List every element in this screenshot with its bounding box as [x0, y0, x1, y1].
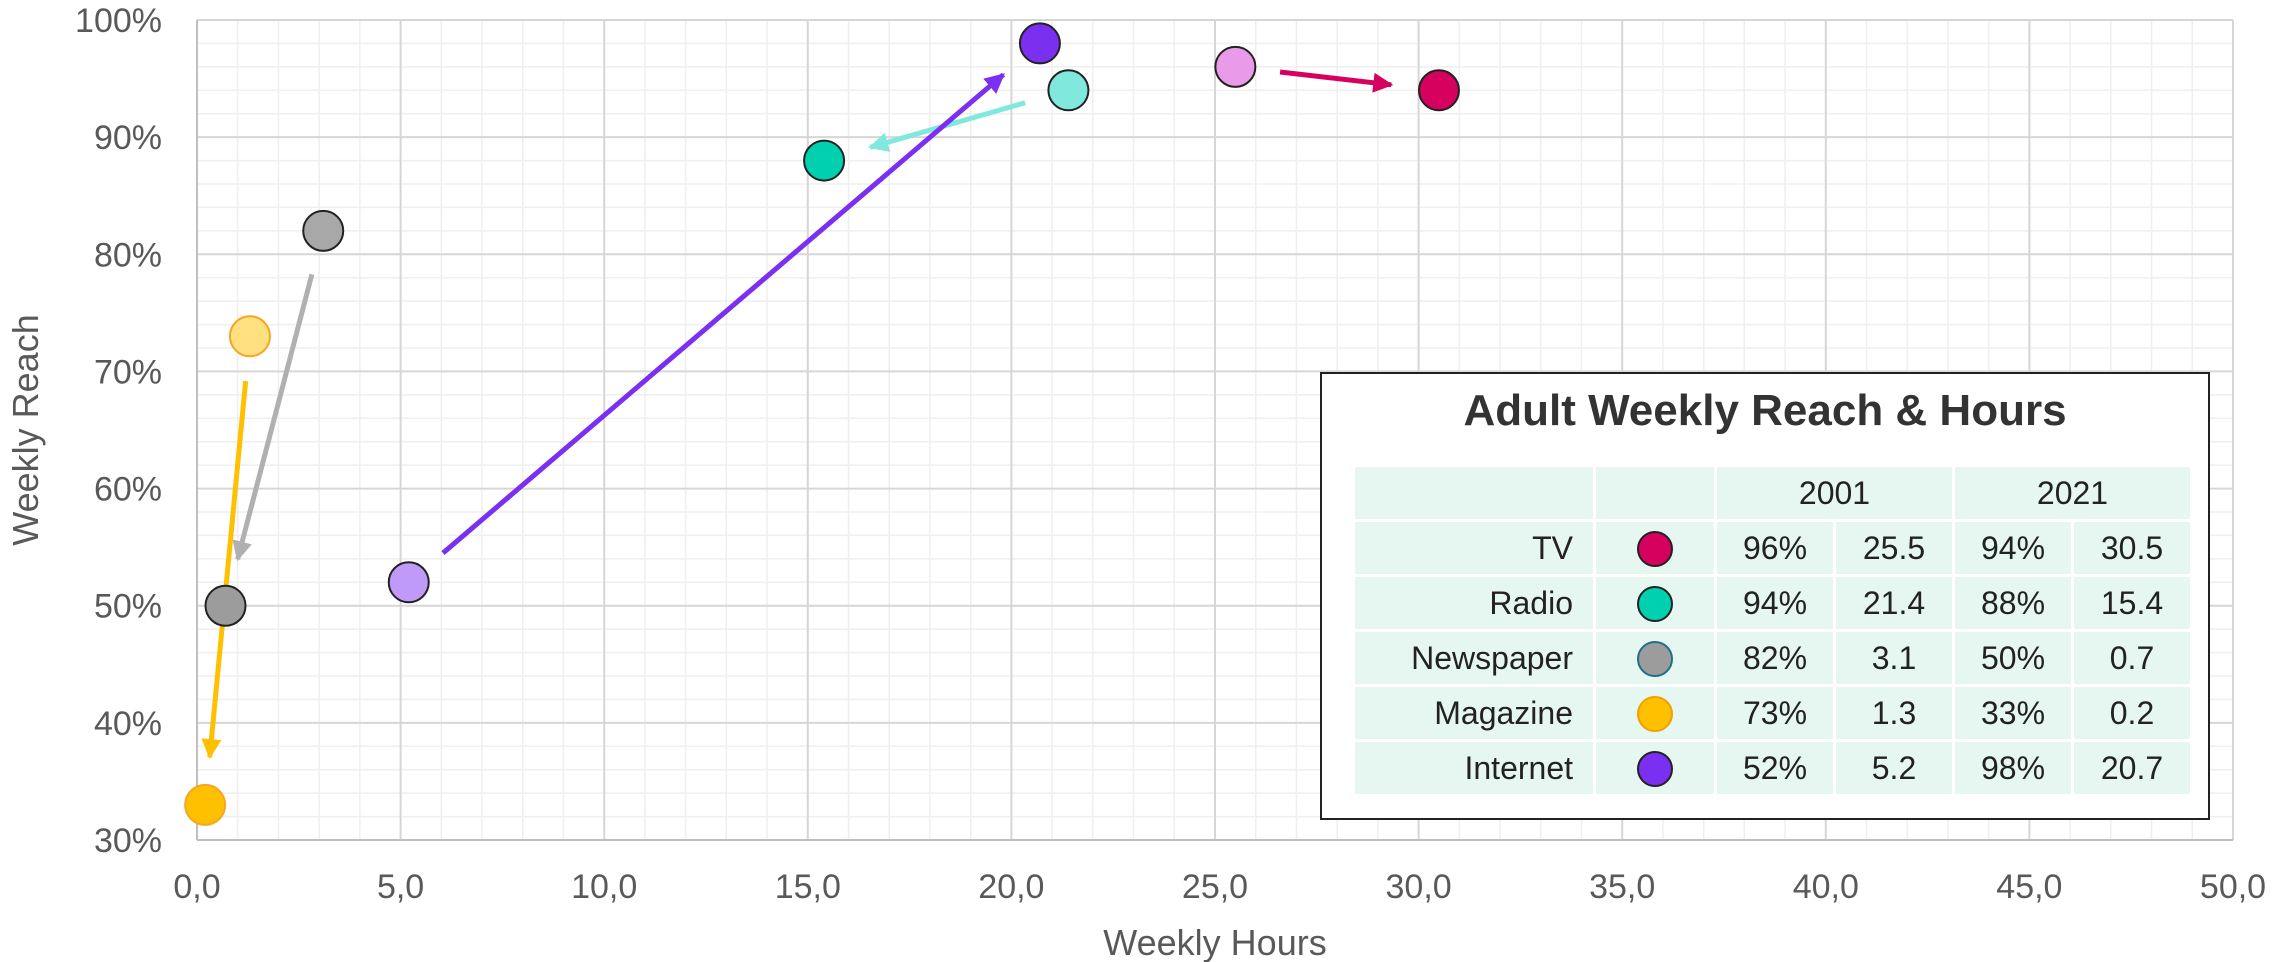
newspaper-arrow — [232, 273, 315, 562]
tv-2001-point — [1214, 45, 1257, 88]
newspaper-2001-point — [302, 209, 345, 252]
internet-2021-point — [1018, 22, 1061, 65]
legend-panel: Adult Weekly Reach & Hours 2001 2021 TV … — [1320, 372, 2210, 820]
movement-arrows — [201, 69, 1394, 760]
axes — [196, 20, 2233, 841]
legend-hours-2001: 21.4 — [1836, 577, 1952, 629]
radio-2001-point — [1047, 69, 1090, 112]
magazine-marker-icon — [1637, 696, 1673, 733]
legend-header-blank — [1355, 467, 1593, 519]
legend-hours-2021: 0.2 — [2074, 687, 2190, 739]
legend-reach-2001: 82% — [1717, 632, 1833, 684]
legend-hours-2021: 30.5 — [2074, 522, 2190, 574]
data-points — [184, 22, 1460, 826]
x-tick-label: 15,0 — [775, 868, 841, 906]
legend-row-tv: TV 96% 25.5 94% 30.5 — [1355, 522, 2190, 574]
legend-name: Magazine — [1355, 687, 1593, 739]
legend-hours-2021: 0.7 — [2074, 632, 2190, 684]
radio-marker-icon — [1637, 586, 1673, 623]
legend-swatch — [1596, 632, 1714, 684]
legend-name: TV — [1355, 522, 1593, 574]
legend-row-magazine: Magazine 73% 1.3 33% 0.2 — [1355, 687, 2190, 739]
radio-2021-point — [803, 139, 846, 182]
y-tick-label: 90% — [94, 119, 162, 157]
legend-table: 2001 2021 TV 96% 25.5 94% 30.5 Radio 94%… — [1352, 464, 2193, 797]
legend-title: Adult Weekly Reach & Hours — [1463, 386, 2067, 435]
legend-reach-2001: 96% — [1717, 522, 1833, 574]
legend-name: Internet — [1355, 742, 1593, 794]
magazine-2021-point — [184, 783, 227, 826]
legend-reach-2001: 52% — [1717, 742, 1833, 794]
y-tick-label: 60% — [94, 471, 162, 509]
x-tick-label: 25,0 — [1182, 868, 1248, 906]
legend-reach-2021: 88% — [1955, 577, 2071, 629]
legend-hours-2021: 15.4 — [2074, 577, 2190, 629]
x-tick-label: 40,0 — [1793, 868, 1859, 906]
x-tick-labels: 0,0 5,0 10,0 15,0 20,0 25,0 30,0 35,0 40,0 45,0 50… — [173, 868, 2266, 906]
y-tick-label: 30% — [94, 822, 162, 860]
x-tick-label: 50,0 — [2200, 868, 2266, 906]
legend-name: Radio — [1355, 577, 1593, 629]
internet-2001-point — [387, 561, 430, 604]
y-tick-labels: 30% 40% 50% 60% 70% 80% 90% 100% — [75, 2, 162, 860]
x-axis-title: Weekly Hours — [1103, 922, 1326, 962]
magazine-2001-point — [228, 315, 271, 358]
legend-reach-2021: 94% — [1955, 522, 2071, 574]
legend-header-blank — [1596, 467, 1714, 519]
x-tick-label: 20,0 — [978, 868, 1044, 906]
tv-2021-point — [1417, 69, 1460, 112]
legend-swatch — [1596, 687, 1714, 739]
tv-marker-icon — [1637, 531, 1673, 568]
y-axis-title: Weekly Reach — [5, 314, 46, 545]
legend-reach-2021: 33% — [1955, 687, 2071, 739]
legend-hours-2001: 3.1 — [1836, 632, 1952, 684]
legend-header-year-b: 2021 — [1955, 467, 2190, 519]
legend-reach-2001: 73% — [1717, 687, 1833, 739]
y-tick-label: 70% — [94, 353, 162, 391]
x-tick-label: 45,0 — [1996, 868, 2062, 906]
y-tick-label: 100% — [75, 2, 162, 40]
x-tick-label: 10,0 — [571, 868, 637, 906]
legend-row-newspaper: Newspaper 82% 3.1 50% 0.7 — [1355, 632, 2190, 684]
y-tick-label: 80% — [94, 236, 162, 274]
legend-reach-2021: 98% — [1955, 742, 2071, 794]
legend-row-internet: Internet 52% 5.2 98% 20.7 — [1355, 742, 2190, 794]
internet-marker-icon — [1637, 751, 1673, 788]
x-tick-label: 5,0 — [377, 868, 424, 906]
legend-header-year-a: 2001 — [1717, 467, 1952, 519]
x-tick-label: 35,0 — [1589, 868, 1655, 906]
legend-swatch — [1596, 522, 1714, 574]
magazine-arrow — [201, 380, 249, 760]
y-tick-label: 50% — [94, 588, 162, 626]
newspaper-2021-point — [204, 584, 247, 627]
x-tick-label: 30,0 — [1386, 868, 1452, 906]
legend-name: Newspaper — [1355, 632, 1593, 684]
internet-arrow — [441, 72, 1006, 555]
newspaper-marker-icon — [1637, 641, 1673, 678]
tv-arrow — [1279, 69, 1394, 93]
legend-swatch — [1596, 742, 1714, 794]
legend-row-radio: Radio 94% 21.4 88% 15.4 — [1355, 577, 2190, 629]
legend-hours-2001: 25.5 — [1836, 522, 1952, 574]
legend-reach-2001: 94% — [1717, 577, 1833, 629]
x-tick-label: 0,0 — [173, 868, 220, 906]
legend-hours-2001: 1.3 — [1836, 687, 1952, 739]
legend-reach-2021: 50% — [1955, 632, 2071, 684]
legend-hours-2021: 20.7 — [2074, 742, 2190, 794]
legend-header-row: 2001 2021 — [1355, 467, 2190, 519]
legend-swatch — [1596, 577, 1714, 629]
legend-hours-2001: 5.2 — [1836, 742, 1952, 794]
y-tick-label: 40% — [94, 705, 162, 743]
